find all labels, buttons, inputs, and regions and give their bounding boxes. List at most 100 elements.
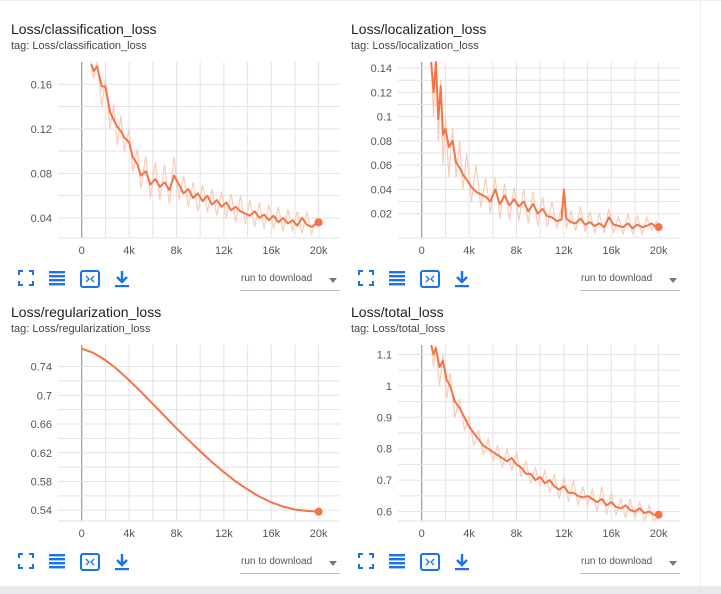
chart-plot[interactable]: 0 4k 8k 12k 16k 20k 0.02 0.04 0.06 0.08 0.1 0.12 0.1… (340, 60, 685, 260)
chart-card-total-loss: Loss/total_loss tag: Loss/total_loss 0 4k… (340, 283, 685, 574)
chart-tag: tag: Loss/localization_loss (351, 40, 479, 52)
x-tick-label: 0 (79, 245, 85, 257)
y-tick-label: 0.1 (377, 112, 392, 124)
x-tick-label: 8k (511, 528, 523, 540)
fullscreen-icon[interactable] (18, 553, 38, 571)
download-icon[interactable] (114, 270, 134, 288)
x-tick-label: 16k (602, 245, 620, 257)
chart-title: Loss/classification_loss (11, 21, 157, 37)
x-tick-label: 12k (555, 528, 573, 540)
chart-tag: tag: Loss/classification_loss (11, 40, 147, 52)
x-tick-label: 8k (171, 528, 183, 540)
x-tick-label: 16k (602, 528, 620, 540)
chart-title: Loss/total_loss (351, 304, 444, 320)
chart-toolbar (340, 547, 685, 575)
fit-domain-icon[interactable] (80, 270, 100, 288)
x-tick-label: 8k (171, 245, 183, 257)
y-tick-label: 0.08 (31, 168, 52, 180)
y-tick-label: 0.02 (371, 209, 392, 221)
chart-card-classification-loss: Loss/classification_loss tag: Loss/class… (0, 0, 345, 291)
y-tick-label: 0.62 (31, 448, 52, 460)
chart-title: Loss/localization_loss (351, 21, 487, 37)
x-tick-label: 12k (215, 245, 233, 257)
fullscreen-icon[interactable] (358, 553, 378, 571)
raw-series-line (430, 61, 660, 237)
bottom-strip (0, 586, 721, 594)
chart-title: Loss/regularization_loss (11, 304, 162, 320)
chart-toolbar (0, 264, 345, 292)
y-tick-label: 1 (386, 381, 392, 393)
chart-plot[interactable]: 0 4k 8k 12k 16k 20k 0.54 0.58 0.62 0.66 0.7 0.74 (0, 343, 345, 543)
fit-domain-icon[interactable] (420, 553, 440, 571)
y-tick-label: 0.7 (37, 390, 52, 402)
run-to-download-label: run to download (581, 273, 653, 284)
x-tick-label: 0 (419, 528, 425, 540)
x-tick-label: 4k (123, 245, 135, 257)
chart-tag: tag: Loss/total_loss (351, 323, 446, 335)
chart-toolbar (0, 547, 345, 575)
x-tick-label: 4k (463, 528, 475, 540)
smoothed-series-line (90, 63, 320, 228)
y-tick-label: 0.12 (31, 124, 52, 136)
run-to-download-select[interactable]: run to download (240, 553, 340, 574)
y-tick-label: 0.66 (31, 419, 52, 431)
y-tick-label: 0.14 (371, 63, 392, 75)
run-to-download-label: run to download (581, 556, 653, 567)
fullscreen-icon[interactable] (18, 270, 38, 288)
y-tick-label: 0.7 (377, 475, 392, 487)
x-tick-label: 20k (310, 245, 328, 257)
last-point-marker (314, 507, 323, 516)
run-to-download-select[interactable]: run to download (580, 270, 680, 291)
top-border (0, 0, 721, 1)
x-tick-label: 8k (511, 245, 523, 257)
y-tick-label: 0.12 (371, 87, 392, 99)
x-tick-label: 20k (310, 528, 328, 540)
chevron-down-icon (669, 561, 677, 566)
download-icon[interactable] (454, 553, 474, 571)
chart-plot[interactable]: 0 4k 8k 12k 16k 20k 0.04 0.08 0.12 0.16 (0, 60, 345, 260)
smoothed-series-line (430, 61, 659, 230)
download-icon[interactable] (114, 553, 134, 571)
y-tick-label: 0.74 (31, 362, 52, 374)
x-tick-label: 0 (79, 528, 85, 540)
x-tick-label: 16k (262, 245, 280, 257)
toggle-log-scale-icon[interactable] (48, 270, 68, 288)
y-tick-label: 1.1 (377, 349, 392, 361)
chart-toolbar (340, 264, 685, 292)
y-tick-label: 0.04 (371, 184, 392, 196)
smoothed-series-line (81, 347, 319, 513)
toggle-log-scale-icon[interactable] (388, 553, 408, 571)
run-to-download-label: run to download (241, 556, 313, 567)
smoothed-series-line (430, 344, 659, 516)
fit-domain-icon[interactable] (80, 553, 100, 571)
right-border (700, 0, 701, 586)
run-to-download-label: run to download (241, 273, 313, 284)
chart-card-localization-loss: Loss/localization_loss tag: Loss/localiz… (340, 0, 685, 291)
y-tick-label: 0.9 (377, 412, 392, 424)
chart-plot[interactable]: 0 4k 8k 12k 16k 20k 0.6 0.7 0.8 0.9 1 1.1 (340, 343, 685, 543)
x-tick-label: 12k (555, 245, 573, 257)
last-point-marker (654, 510, 663, 519)
toggle-log-scale-icon[interactable] (48, 553, 68, 571)
y-tick-label: 0.08 (371, 136, 392, 148)
last-point-marker (314, 218, 323, 227)
x-tick-label: 16k (262, 528, 280, 540)
y-tick-label: 0.16 (31, 79, 52, 91)
toggle-log-scale-icon[interactable] (388, 270, 408, 288)
y-tick-label: 0.58 (31, 476, 52, 488)
chevron-down-icon (329, 278, 337, 283)
last-point-marker (654, 223, 663, 232)
run-to-download-select[interactable]: run to download (580, 553, 680, 574)
fit-domain-icon[interactable] (420, 270, 440, 288)
y-tick-label: 0.04 (31, 213, 52, 225)
chart-card-regularization-loss: Loss/regularization_loss tag: Loss/regul… (0, 283, 345, 574)
raw-series-line (90, 61, 320, 236)
y-tick-label: 0.06 (371, 160, 392, 172)
download-icon[interactable] (454, 270, 474, 288)
run-to-download-select[interactable]: run to download (240, 270, 340, 291)
y-tick-label: 0.8 (377, 444, 392, 456)
fullscreen-icon[interactable] (358, 270, 378, 288)
x-tick-label: 20k (650, 528, 668, 540)
chart-tag: tag: Loss/regularization_loss (11, 323, 151, 335)
chevron-down-icon (329, 561, 337, 566)
